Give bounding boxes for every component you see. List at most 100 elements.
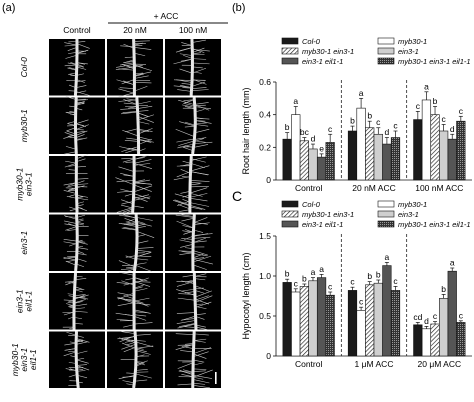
root-hair	[136, 101, 151, 105]
root-hair	[123, 174, 135, 177]
root-hair	[76, 381, 83, 384]
root-hair	[194, 333, 209, 336]
legend-entry: myb30-1 ein3-1	[302, 47, 354, 56]
root-hair	[191, 202, 210, 207]
root-hair	[191, 48, 205, 53]
root-hair	[126, 372, 136, 374]
root-hair	[194, 144, 209, 148]
root-hair	[194, 347, 212, 354]
root-hair	[194, 351, 209, 357]
root-hair	[76, 258, 87, 262]
root-hair	[115, 177, 135, 186]
root-axis	[72, 272, 78, 330]
root-hair	[66, 259, 77, 262]
root-hair	[63, 190, 77, 194]
root-hair	[76, 124, 89, 130]
significance-letter: c	[294, 278, 299, 288]
bar	[356, 310, 366, 357]
root-hair	[123, 61, 134, 64]
y-tick-label: 0	[266, 351, 271, 361]
root-hair	[123, 294, 135, 300]
root-hair	[64, 215, 77, 220]
root-hair	[133, 205, 144, 209]
root-hair	[121, 63, 134, 69]
root-hair	[68, 306, 76, 309]
legend-swatch	[377, 200, 395, 208]
root-hair	[76, 49, 89, 54]
x-tick-label: 1 μM ACC	[355, 359, 394, 369]
root-hair	[136, 217, 153, 221]
bar	[456, 322, 466, 357]
root-hair	[75, 299, 86, 303]
root-hair	[76, 138, 83, 140]
root-hair	[194, 123, 209, 127]
root-hairs	[117, 331, 154, 386]
root-hair	[136, 128, 153, 132]
root-hair	[122, 111, 137, 113]
legend-entry: myb30-1 ein3-1 eil1-1	[398, 220, 471, 229]
root-hair	[124, 139, 137, 142]
root-micrograph	[165, 331, 221, 389]
root-hairs	[62, 275, 89, 330]
root-hair	[194, 369, 213, 378]
root-hair	[180, 243, 195, 248]
root-hair	[182, 194, 192, 198]
root-hair	[136, 112, 149, 117]
root-hair	[179, 68, 193, 74]
root-hair	[75, 286, 83, 290]
root-hair	[68, 182, 77, 186]
root-hair	[194, 362, 203, 366]
significance-letter: c	[328, 282, 333, 292]
root-hair	[177, 324, 195, 329]
root-micrograph	[107, 38, 163, 98]
root-hair	[76, 154, 89, 160]
root-hair	[182, 199, 192, 203]
root-hair	[134, 302, 151, 306]
root-hair	[68, 84, 78, 89]
root-hair	[177, 89, 192, 92]
root-hair	[191, 39, 206, 43]
legend-entry: myb30-1 ein3-1 eil1-1	[398, 57, 471, 66]
bar	[373, 133, 383, 181]
root-hair	[76, 241, 88, 245]
root-hair	[123, 324, 135, 328]
root-hair	[124, 222, 137, 225]
root-hair	[134, 345, 154, 349]
root-hair	[136, 240, 149, 244]
root-hair	[194, 285, 210, 292]
root-hair	[76, 166, 86, 168]
root-hair	[67, 47, 78, 51]
root-hair	[194, 359, 205, 363]
root-hair	[120, 188, 135, 193]
root-axis	[74, 214, 79, 272]
root-hairs	[115, 40, 153, 98]
root-axis	[74, 331, 80, 389]
root-hairs	[175, 333, 213, 389]
root-hair	[122, 380, 136, 384]
root-hair	[134, 309, 151, 314]
root-hair	[76, 130, 88, 136]
bar	[430, 114, 440, 181]
root-hair	[134, 288, 148, 292]
bar	[365, 127, 375, 181]
root-axis	[192, 272, 198, 330]
root-hair	[181, 83, 192, 85]
root-hair	[173, 58, 193, 65]
root-hair	[181, 217, 195, 222]
bar	[316, 156, 327, 181]
root-hair	[134, 333, 151, 336]
root-hair	[133, 163, 151, 166]
root-hair	[194, 301, 212, 309]
significance-letter: a	[359, 88, 364, 98]
root-hair	[76, 201, 85, 205]
significance-letter: d	[424, 316, 429, 326]
root-axis	[191, 97, 197, 155]
root-hair	[67, 134, 77, 137]
root-hair	[136, 262, 147, 265]
root-hair	[76, 223, 84, 226]
row-label-text: ein3-1	[19, 231, 29, 255]
root-hair	[64, 342, 77, 346]
root-hairs	[63, 214, 89, 268]
root-hair	[76, 206, 83, 209]
y-tick-label: 0	[266, 175, 271, 185]
